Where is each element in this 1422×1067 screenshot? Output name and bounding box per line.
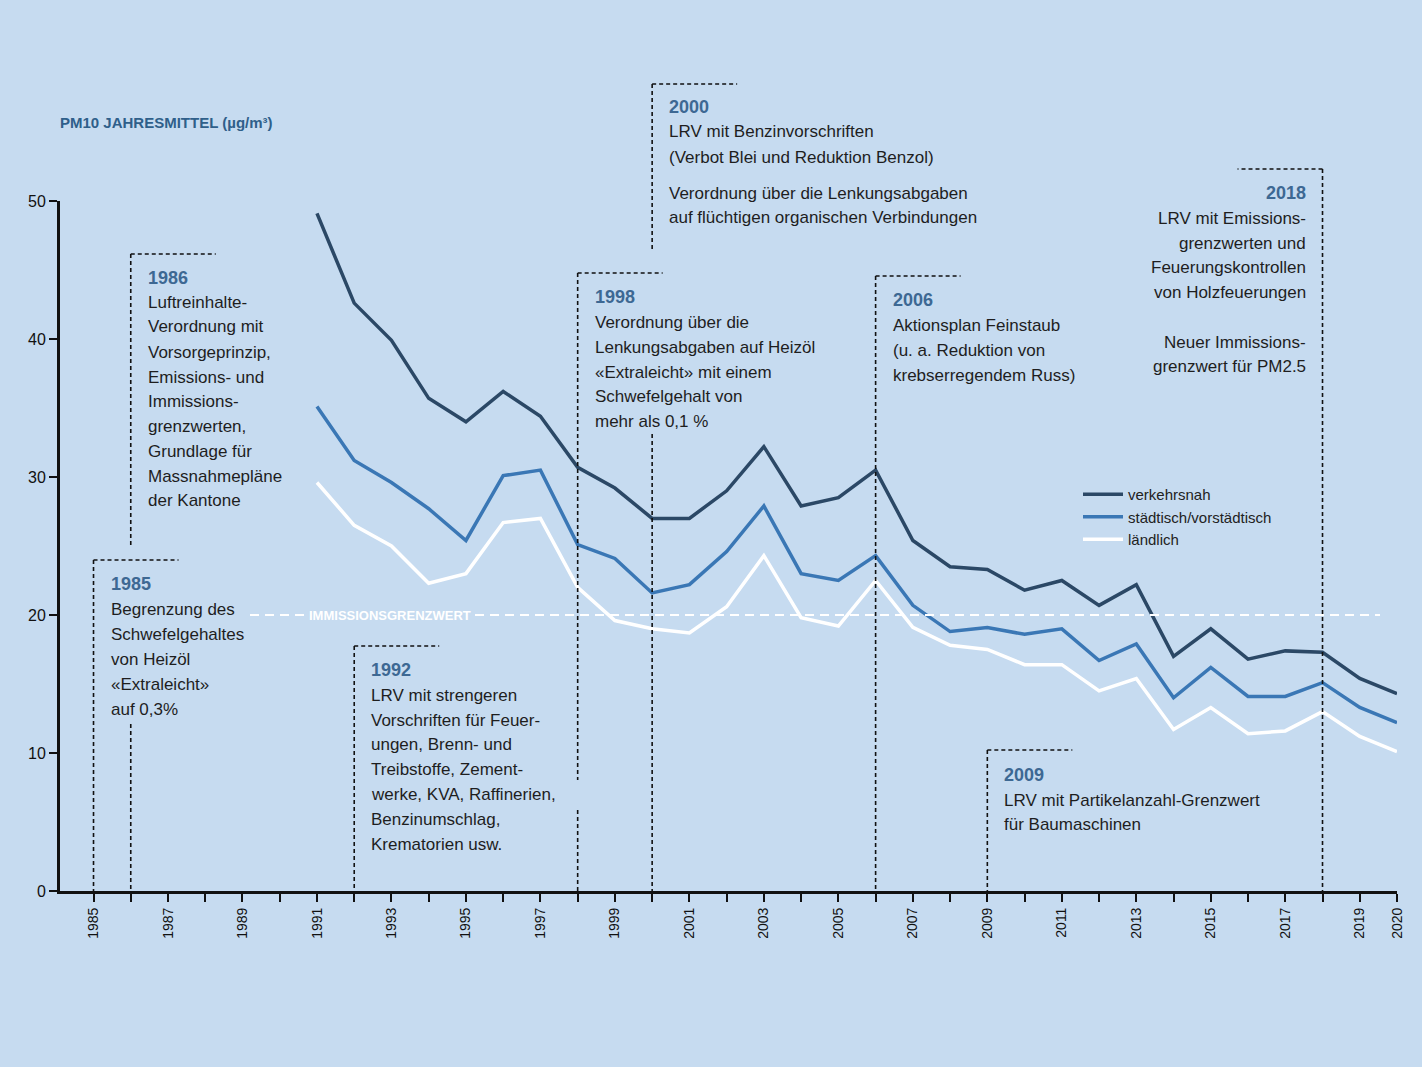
svg-text:2001: 2001 xyxy=(681,907,697,938)
svg-text:1985: 1985 xyxy=(85,907,101,938)
svg-text:für Baumaschinen: für Baumaschinen xyxy=(1004,815,1141,834)
svg-text:1992: 1992 xyxy=(371,660,411,680)
svg-text:2005: 2005 xyxy=(830,907,846,938)
svg-text:40: 40 xyxy=(28,331,46,348)
svg-text:mehr als 0,1 %: mehr als 0,1 % xyxy=(595,412,708,431)
svg-text:1985: 1985 xyxy=(111,574,151,594)
svg-text:Vorsorgeprinzip,: Vorsorgeprinzip, xyxy=(148,343,271,362)
svg-text:50: 50 xyxy=(28,193,46,210)
svg-text:Vorschriften für Feuer-: Vorschriften für Feuer- xyxy=(371,711,540,730)
svg-text:1998: 1998 xyxy=(595,287,635,307)
svg-text:1993: 1993 xyxy=(383,907,399,938)
svg-text:(Verbot Blei und Reduktion Ben: (Verbot Blei und Reduktion Benzol) xyxy=(669,148,934,167)
svg-text:Aktionsplan Feinstaub: Aktionsplan Feinstaub xyxy=(893,316,1060,335)
svg-text:2011: 2011 xyxy=(1053,907,1069,937)
svg-text:LRV mit Partikelanzahl-Grenzwe: LRV mit Partikelanzahl-Grenzwert xyxy=(1004,791,1260,810)
svg-text:«Extraleicht»: «Extraleicht» xyxy=(111,675,209,694)
svg-text:grenzwerten und: grenzwerten und xyxy=(1179,234,1306,253)
svg-text:von Holzfeuerungen: von Holzfeuerungen xyxy=(1154,283,1306,302)
svg-text:20: 20 xyxy=(28,607,46,624)
svg-text:2013: 2013 xyxy=(1128,907,1144,938)
svg-text:1995: 1995 xyxy=(457,907,473,938)
svg-text:Lenkungsabgaben auf Heizöl: Lenkungsabgaben auf Heizöl xyxy=(595,338,815,357)
svg-text:Neuer Immissions-: Neuer Immissions- xyxy=(1164,333,1306,352)
svg-text:LRV mit Emissions-: LRV mit Emissions- xyxy=(1158,209,1306,228)
svg-text:(u. a. Reduktion von: (u. a. Reduktion von xyxy=(893,341,1045,360)
svg-text:LRV mit Benzinvorschriften: LRV mit Benzinvorschriften xyxy=(669,122,874,141)
svg-text:Benzinumschlag,: Benzinumschlag, xyxy=(371,810,500,829)
svg-text:der Kantone: der Kantone xyxy=(148,491,241,510)
svg-text:1986: 1986 xyxy=(148,268,188,288)
svg-text:ungen, Brenn- und: ungen, Brenn- und xyxy=(371,735,512,754)
svg-text:von Heizöl: von Heizöl xyxy=(111,650,190,669)
svg-text:grenzwerten,: grenzwerten, xyxy=(148,417,246,436)
svg-text:1997: 1997 xyxy=(532,907,548,938)
svg-text:krebserregendem Russ): krebserregendem Russ) xyxy=(893,366,1075,385)
svg-text:Verordnung über die Lenkungsab: Verordnung über die Lenkungsabgaben xyxy=(669,184,968,203)
svg-text:2006: 2006 xyxy=(893,290,933,310)
svg-text:IMMISSIONSGRENZWERT: IMMISSIONSGRENZWERT xyxy=(309,608,471,623)
svg-text:werke, KVA, Raffinerien,: werke, KVA, Raffinerien, xyxy=(371,785,556,804)
svg-text:ländlich: ländlich xyxy=(1128,531,1179,548)
svg-text:Grundlage für: Grundlage für xyxy=(148,442,252,461)
svg-text:2000: 2000 xyxy=(669,97,709,117)
svg-text:Krematorien usw.: Krematorien usw. xyxy=(371,835,502,854)
svg-text:2018: 2018 xyxy=(1266,183,1306,203)
svg-text:Immissions-: Immissions- xyxy=(148,392,239,411)
svg-text:auf flüchtigen organischen Ver: auf flüchtigen organischen Verbindungen xyxy=(669,208,977,227)
svg-text:«Extraleicht» mit einem: «Extraleicht» mit einem xyxy=(595,363,772,382)
svg-text:1991: 1991 xyxy=(309,907,325,938)
svg-text:Emissions- und: Emissions- und xyxy=(148,368,264,387)
svg-text:städtisch/vorstädtisch: städtisch/vorstädtisch xyxy=(1128,509,1271,526)
svg-text:Verordnung mit: Verordnung mit xyxy=(148,317,264,336)
svg-text:PM10 JAHRESMITTEL (µg/m³): PM10 JAHRESMITTEL (µg/m³) xyxy=(60,114,273,131)
svg-text:2020: 2020 xyxy=(1389,907,1405,938)
svg-text:2017: 2017 xyxy=(1277,907,1293,938)
svg-text:1999: 1999 xyxy=(606,907,622,938)
svg-text:Massnahmepläne: Massnahmepläne xyxy=(148,467,282,486)
svg-text:Begrenzung des: Begrenzung des xyxy=(111,600,235,619)
svg-text:1989: 1989 xyxy=(234,907,250,938)
svg-text:2015: 2015 xyxy=(1202,907,1218,938)
svg-text:2003: 2003 xyxy=(755,907,771,938)
svg-text:LRV mit strengeren: LRV mit strengeren xyxy=(371,686,517,705)
svg-text:grenzwert für PM2.5: grenzwert für PM2.5 xyxy=(1153,357,1306,376)
svg-text:10: 10 xyxy=(28,745,46,762)
svg-text:2009: 2009 xyxy=(1004,765,1044,785)
svg-text:Feuerungskontrollen: Feuerungskontrollen xyxy=(1151,258,1306,277)
svg-text:auf 0,3%: auf 0,3% xyxy=(111,700,178,719)
svg-text:2009: 2009 xyxy=(979,907,995,938)
svg-text:Treibstoffe, Zement-: Treibstoffe, Zement- xyxy=(371,760,523,779)
svg-text:Verordnung über die: Verordnung über die xyxy=(595,313,749,332)
svg-text:Schwefelgehaltes: Schwefelgehaltes xyxy=(111,625,244,644)
svg-text:0: 0 xyxy=(37,883,46,900)
svg-text:2019: 2019 xyxy=(1351,907,1367,938)
svg-text:2007: 2007 xyxy=(904,907,920,938)
svg-text:1987: 1987 xyxy=(160,907,176,938)
svg-text:30: 30 xyxy=(28,469,46,486)
svg-text:Schwefelgehalt von: Schwefelgehalt von xyxy=(595,387,742,406)
svg-text:Luftreinhalte-: Luftreinhalte- xyxy=(148,293,247,312)
svg-text:verkehrsnah: verkehrsnah xyxy=(1128,486,1211,503)
